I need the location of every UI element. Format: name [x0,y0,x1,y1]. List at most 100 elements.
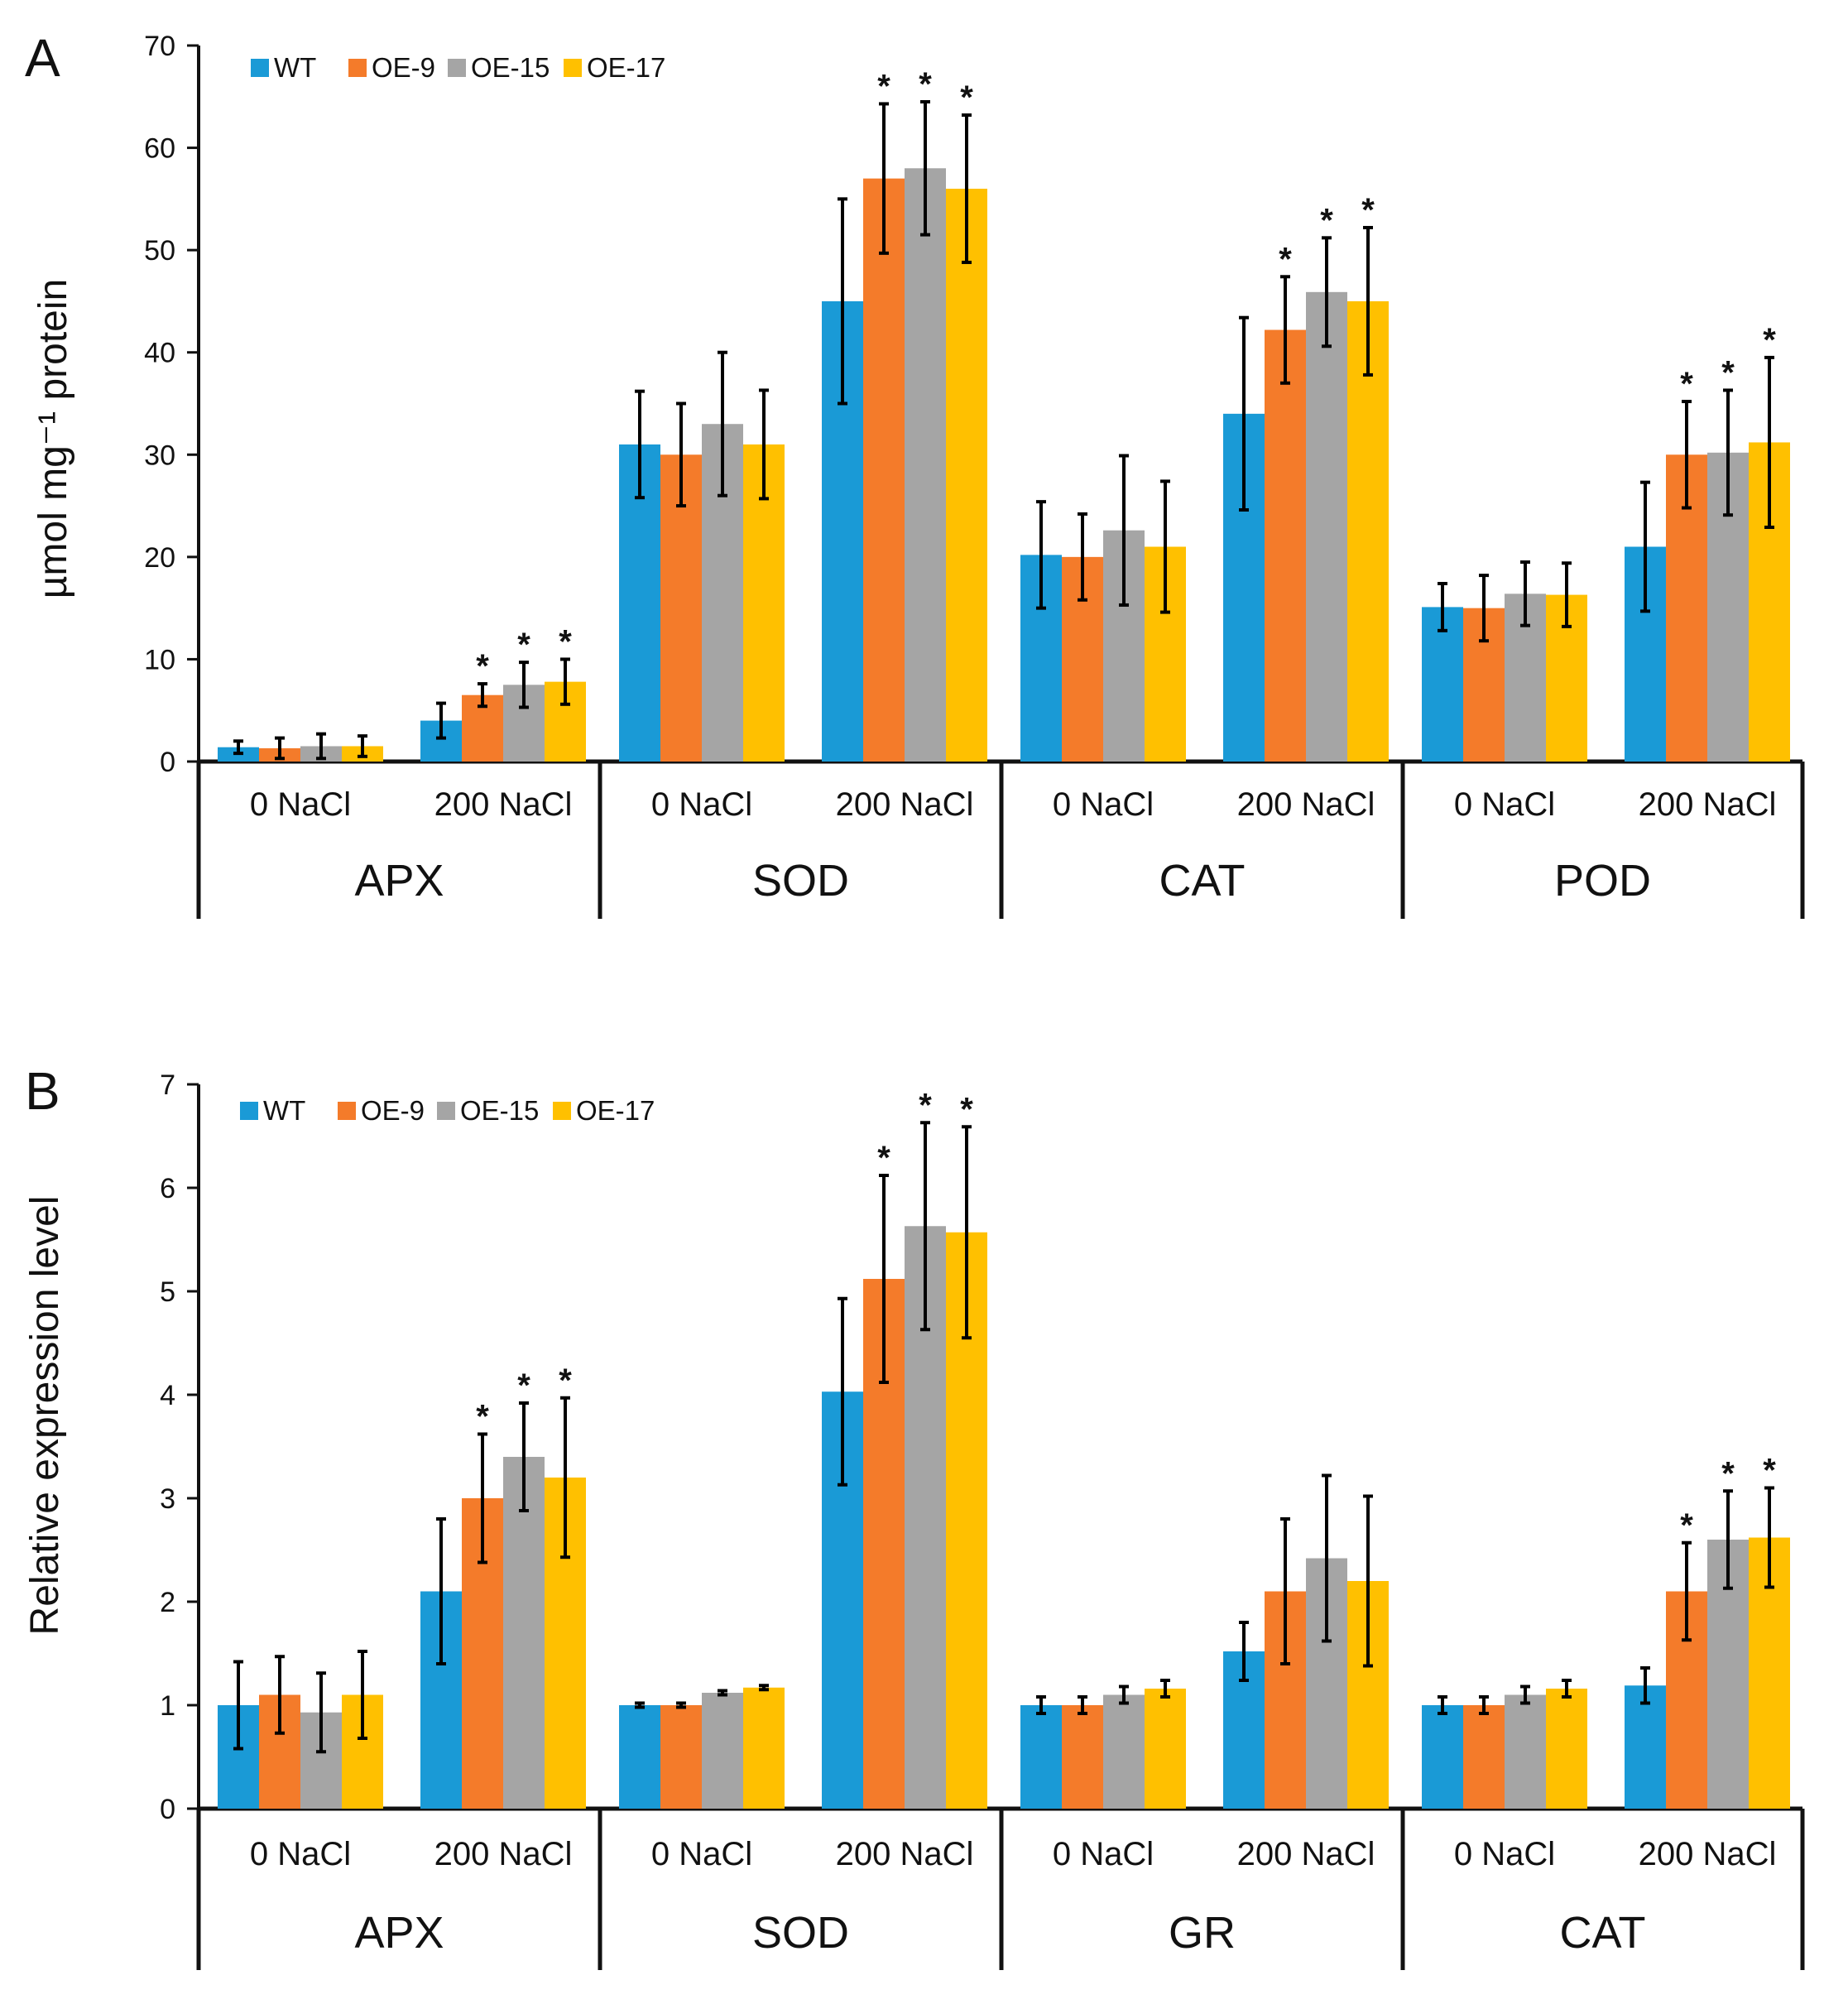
significance-star: * [559,1362,572,1399]
legend-label: OE-15 [460,1095,539,1126]
condition-label: 0 NaCl [1454,1836,1555,1872]
bar [1347,300,1389,762]
bar [1546,1689,1587,1809]
bar [1020,1705,1062,1809]
bar [660,1705,702,1809]
legend-swatch [240,1102,258,1120]
group-label: APX [354,1908,444,1958]
bar [1306,291,1347,762]
bar [1062,1705,1103,1809]
panel-a: A µmol mg⁻¹ protein 0 10 20 30 40 50 60 70 WT OE-… [25,28,1805,919]
condition-label: 200 NaCl [434,786,573,823]
legend-label: WT [263,1095,305,1126]
bar [1422,607,1463,762]
significance-star: * [919,66,932,103]
significance-star: * [517,1367,530,1404]
significance-star: * [1763,1453,1776,1489]
condition-label: 200 NaCl [434,1836,573,1872]
bar [1145,1689,1186,1809]
legend-swatch [564,59,582,77]
panel-letter-a: A [25,28,60,88]
significance-star: * [1361,192,1375,228]
bar [743,1687,785,1809]
y-tick-label: 10 [144,644,175,675]
condition-label: 0 NaCl [651,786,752,823]
y-tick-label: 4 [160,1380,175,1411]
significance-star: * [919,1087,932,1123]
bar [946,189,987,762]
panel-b: B Relative expression level 0 1 2 3 4 5 6 7 WT OE… [23,1061,1805,1970]
condition-label: 0 NaCl [651,1836,752,1872]
condition-label: 200 NaCl [836,786,974,823]
legend-label: OE-9 [372,52,435,83]
bar [1422,1705,1463,1809]
condition-label: 200 NaCl [1237,786,1375,823]
y-axis-title-b: Relative expression level [23,1196,67,1636]
significance-star: * [559,623,572,660]
significance-star: * [1320,202,1333,238]
legend-swatch [338,1102,356,1120]
bar [702,1693,743,1809]
y-tick-label: 70 [144,31,175,62]
y-tick-label: 50 [144,235,175,267]
panel-letter-b: B [25,1061,60,1121]
y-tick-label: 2 [160,1587,175,1618]
significance-star: * [517,627,530,663]
significance-star: * [476,648,489,685]
significance-star: * [877,68,890,104]
bar [1103,1694,1145,1809]
bar [1505,1694,1546,1809]
condition-label: 0 NaCl [1053,1836,1154,1872]
significance-star: * [1763,322,1776,358]
legend-label: OE-17 [576,1095,655,1126]
condition-label: 200 NaCl [1237,1836,1375,1872]
group-label: SOD [752,1908,849,1958]
y-tick-label: 7 [160,1069,175,1101]
significance-star: * [1721,1455,1735,1492]
condition-label: 200 NaCl [836,1836,974,1872]
y-tick-label: 5 [160,1276,175,1308]
y-tick-label: 30 [144,440,175,471]
group-label: CAT [1560,1908,1646,1958]
condition-label: 0 NaCl [250,1836,351,1872]
legend-label: OE-17 [587,52,665,83]
group-label: GR [1169,1908,1236,1958]
significance-star: * [1721,354,1735,391]
y-tick-label: 0 [160,1794,175,1825]
condition-label: 200 NaCl [1639,786,1777,823]
condition-label: 0 NaCl [1454,786,1555,823]
y-axis-title-a: µmol mg⁻¹ protein [31,279,75,598]
group-label: CAT [1159,856,1246,906]
bar [503,1457,545,1809]
condition-label: 0 NaCl [1053,786,1154,823]
legend-swatch [448,59,466,77]
y-tick-label: 40 [144,338,175,369]
y-tick-label: 20 [144,542,175,574]
legend-swatch [348,59,367,77]
group-label: SOD [752,856,849,906]
legend-swatch [553,1102,571,1120]
y-tick-label: 60 [144,133,175,165]
condition-label: 200 NaCl [1639,1836,1777,1872]
bar [1463,1705,1505,1809]
significance-star: * [1680,1507,1693,1544]
y-tick-label: 3 [160,1483,175,1515]
bar [1265,329,1306,762]
significance-star: * [877,1140,890,1176]
legend-swatch [251,59,269,77]
group-label: POD [1554,856,1651,906]
significance-star: * [960,1091,973,1127]
y-tick-label: 1 [160,1690,175,1722]
significance-star: * [1279,241,1292,277]
group-label: APX [354,856,444,906]
bar [619,1705,660,1809]
y-tick-label: 6 [160,1173,175,1204]
significance-star: * [960,79,973,116]
bar [863,178,905,762]
legend-label: OE-9 [361,1095,425,1126]
condition-label: 0 NaCl [250,786,351,823]
bar [1625,1685,1666,1809]
legend-label: WT [274,52,316,83]
y-tick-label: 0 [160,747,175,778]
